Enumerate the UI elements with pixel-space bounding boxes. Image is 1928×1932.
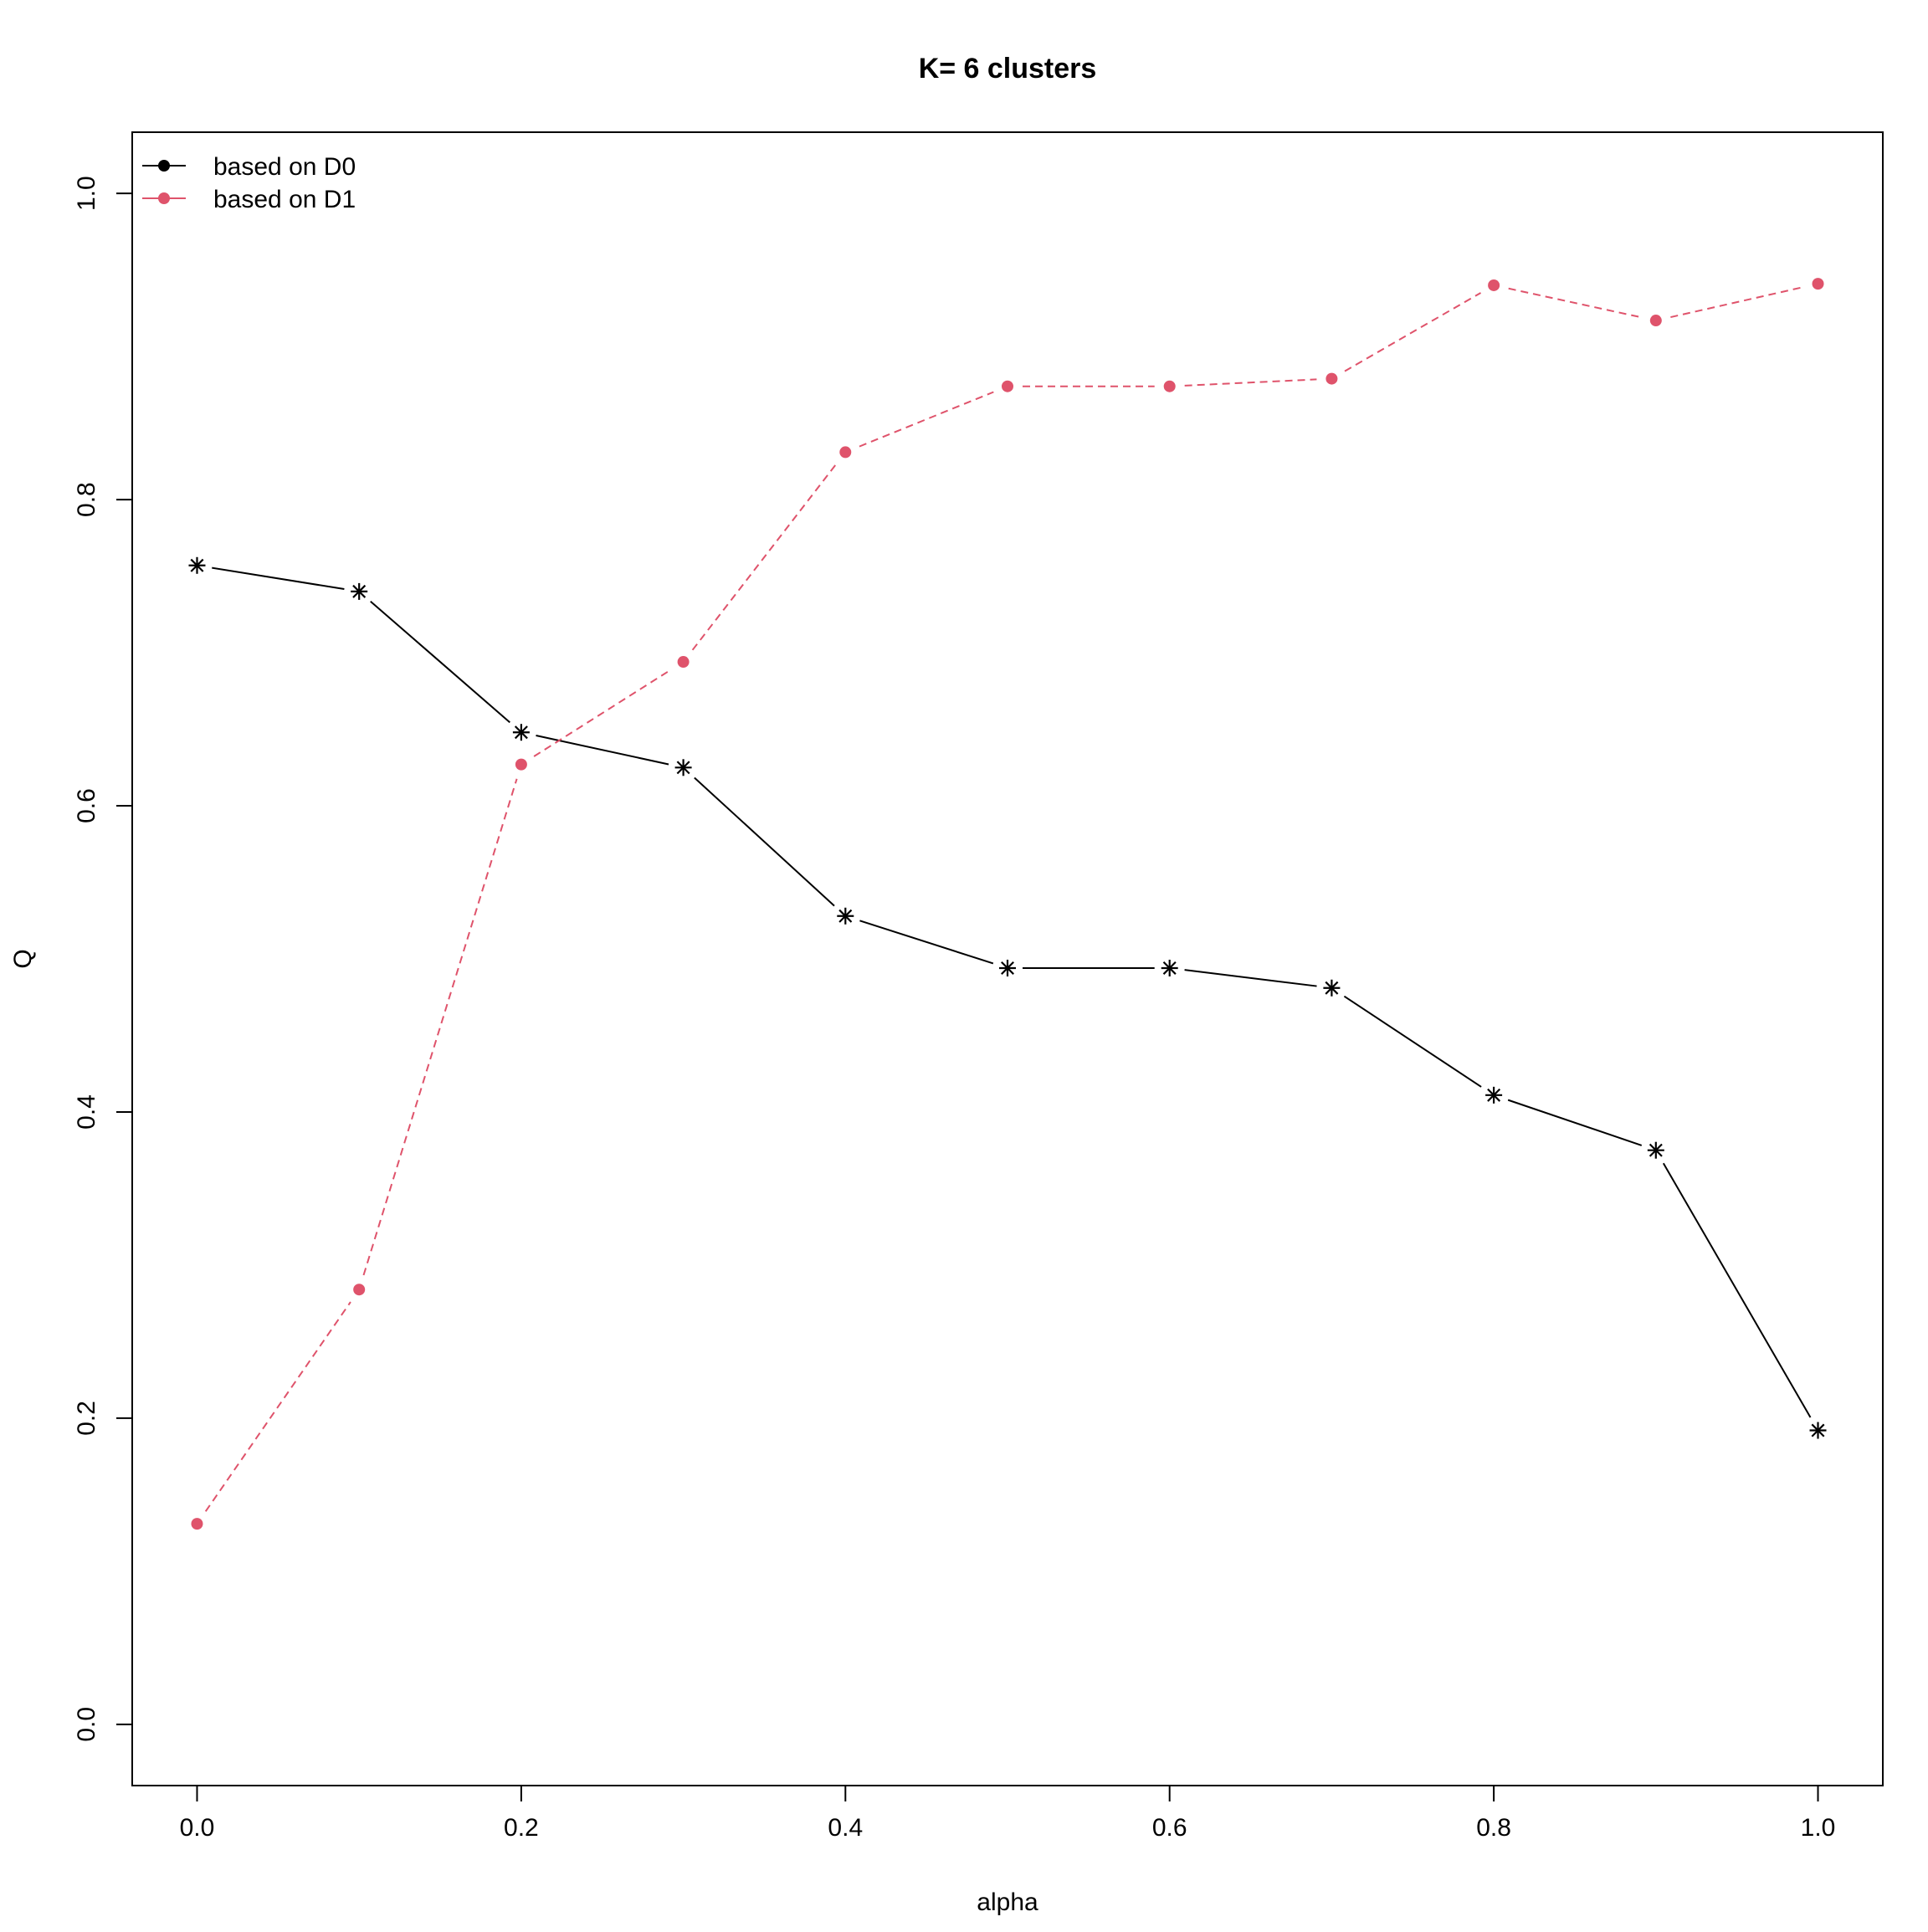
data-point xyxy=(515,758,527,771)
x-axis-label: alpha xyxy=(977,1888,1038,1916)
series-line-segment xyxy=(1344,292,1482,372)
data-point xyxy=(512,724,530,741)
y-axis-label: Q xyxy=(9,949,37,968)
data-point xyxy=(1323,979,1341,997)
series-line-segment xyxy=(1508,287,1642,319)
plot-marks xyxy=(188,278,1827,1530)
data-point xyxy=(353,1284,366,1296)
data-point xyxy=(351,582,368,600)
data-point xyxy=(191,1518,203,1530)
y-tick-label: 0.0 xyxy=(73,1707,100,1742)
legend-item: based on D1 xyxy=(142,186,356,213)
y-tick-label: 1.0 xyxy=(73,176,100,211)
series-line-segment xyxy=(694,776,835,907)
x-tick-label: 0.2 xyxy=(504,1814,539,1842)
series-line-segment xyxy=(1184,969,1317,987)
legend-label: based on D1 xyxy=(213,186,356,213)
data-point xyxy=(677,656,690,669)
series-line-segment xyxy=(212,566,345,591)
axes: 0.0 0.2 0.4 0.6 0.8 1.0 0.0 0.2 0.4 0.6 0.8 1.0 xyxy=(73,176,1835,1842)
data-point xyxy=(1163,380,1176,392)
y-tick-label: 0.4 xyxy=(73,1094,100,1130)
series-line-segment xyxy=(859,920,994,965)
x-tick-label: 0.8 xyxy=(1476,1814,1511,1842)
x-tick-label: 0.6 xyxy=(1152,1814,1187,1842)
legend-marker xyxy=(158,160,170,172)
series-line-segment xyxy=(1670,286,1804,319)
data-point xyxy=(674,759,692,776)
legend: based on D0 based on D1 xyxy=(142,153,356,213)
series-1 xyxy=(188,556,1827,1439)
series-line-segment xyxy=(370,600,510,724)
series-line-segment xyxy=(362,778,518,1276)
data-point xyxy=(1326,372,1338,385)
series-line-segment xyxy=(1662,1162,1812,1418)
series-line-segment xyxy=(1343,995,1482,1088)
data-point xyxy=(1649,315,1662,327)
chart-title: K= 6 clusters xyxy=(919,53,1097,85)
data-point xyxy=(1002,380,1013,392)
series-line-segment xyxy=(1184,378,1317,387)
x-tick-label: 0.0 xyxy=(180,1814,215,1842)
data-point xyxy=(1485,1086,1503,1104)
series-line-segment xyxy=(1507,1099,1643,1146)
data-point xyxy=(999,959,1016,976)
data-point xyxy=(1647,1141,1664,1159)
y-tick-label: 0.6 xyxy=(73,788,100,823)
x-tick-label: 0.4 xyxy=(828,1814,863,1842)
data-point xyxy=(1809,1422,1827,1439)
y-tick-label: 0.8 xyxy=(73,482,100,517)
data-point xyxy=(1812,278,1824,290)
legend-label: based on D0 xyxy=(213,153,356,181)
legend-item: based on D0 xyxy=(142,153,356,181)
x-tick-label: 1.0 xyxy=(1801,1814,1836,1842)
y-tick-label: 0.2 xyxy=(73,1401,100,1436)
series-2 xyxy=(191,278,1824,1530)
legend-marker xyxy=(158,192,170,204)
data-point xyxy=(1161,959,1178,976)
series-line-segment xyxy=(204,1301,351,1512)
data-point xyxy=(1488,279,1500,291)
series-line-segment xyxy=(533,669,671,757)
data-point xyxy=(188,556,206,574)
series-line-segment xyxy=(691,464,838,651)
data-point xyxy=(837,907,854,925)
data-point xyxy=(839,446,852,459)
